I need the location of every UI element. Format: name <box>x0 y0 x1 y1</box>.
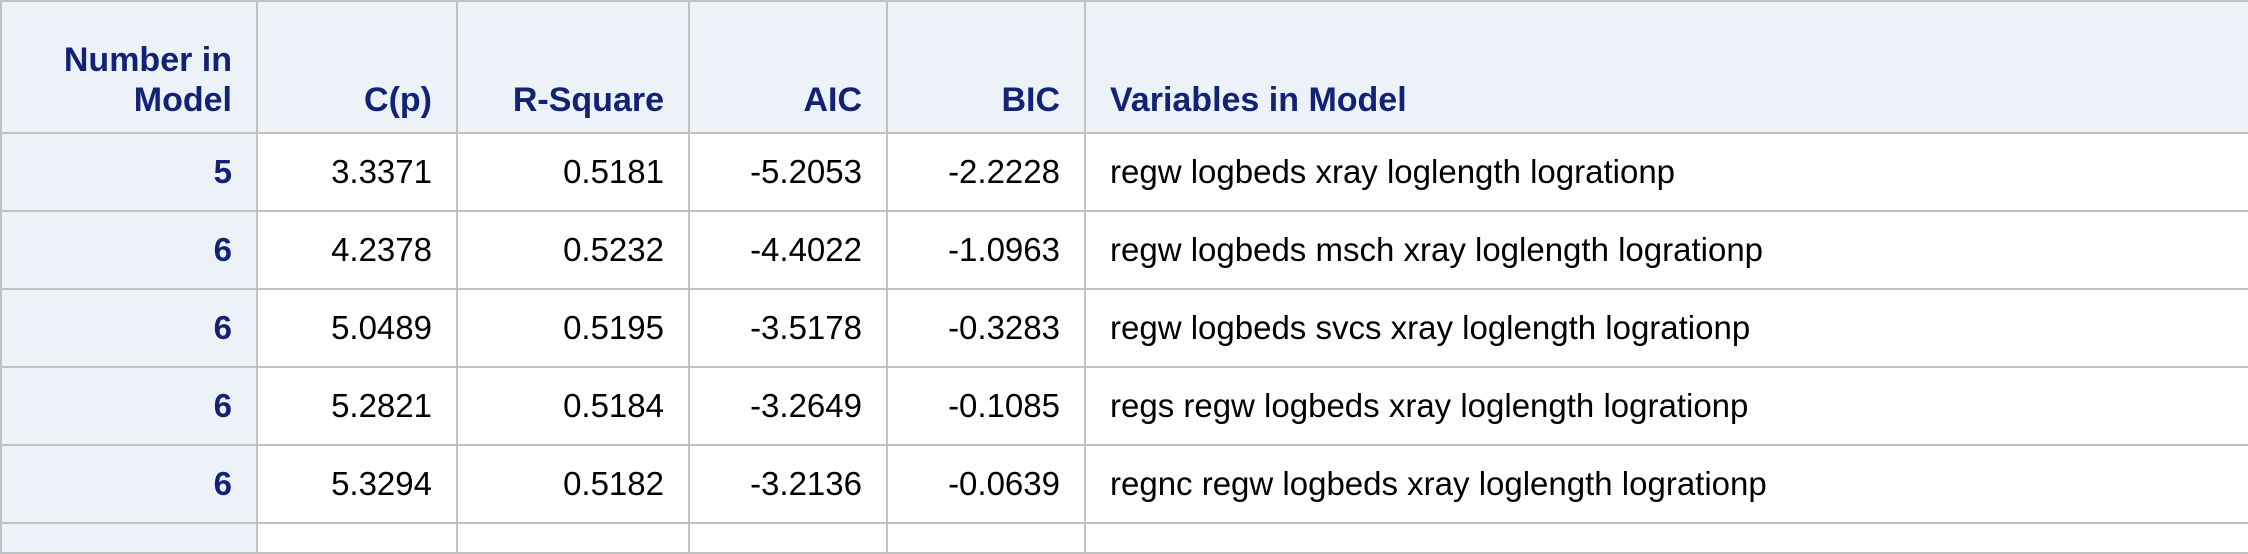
cell-empty <box>456 522 690 554</box>
cell-variables: regw logbeds xray loglength logrationp <box>1084 132 2248 212</box>
header-row: Number in Model C(p) R-Square AIC BIC Var… <box>0 0 2248 134</box>
table-row: 6 5.0489 0.5195 -3.5178 -0.3283 regw log… <box>0 288 2248 368</box>
cell-empty <box>1084 522 2248 554</box>
cell-rsquare: 0.5182 <box>456 444 690 524</box>
header-number-in-model: Number in Model <box>0 0 258 134</box>
header-variables-in-model: Variables in Model <box>1084 0 2248 134</box>
header-number-line2: Model <box>133 81 232 119</box>
cell-empty <box>688 522 888 554</box>
cell-cp: 5.3294 <box>256 444 458 524</box>
header-rsquare: R-Square <box>456 0 690 134</box>
cell-bic: -0.1085 <box>886 366 1086 446</box>
cell-bic: -1.0963 <box>886 210 1086 290</box>
table-body: 5 3.3371 0.5181 -5.2053 -2.2228 regw log… <box>0 132 2248 554</box>
cell-cp: 5.2821 <box>256 366 458 446</box>
table-row-partial <box>0 522 2248 554</box>
cell-aic: -3.5178 <box>688 288 888 368</box>
cell-rsquare: 0.5184 <box>456 366 690 446</box>
cell-variables: regs regw logbeds xray loglength lograti… <box>1084 366 2248 446</box>
cell-rsquare: 0.5232 <box>456 210 690 290</box>
cell-aic: -4.4022 <box>688 210 888 290</box>
table-row: 6 5.2821 0.5184 -3.2649 -0.1085 regs reg… <box>0 366 2248 446</box>
cell-empty <box>256 522 458 554</box>
cell-cp: 3.3371 <box>256 132 458 212</box>
table-header: Number in Model C(p) R-Square AIC BIC Var… <box>0 0 2248 134</box>
cell-aic: -3.2649 <box>688 366 888 446</box>
cell-variables: regw logbeds svcs xray loglength lograti… <box>1084 288 2248 368</box>
row-number-empty <box>0 522 258 554</box>
row-number: 6 <box>0 210 258 290</box>
header-cp: C(p) <box>256 0 458 134</box>
cell-bic: -0.0639 <box>886 444 1086 524</box>
cell-aic: -3.2136 <box>688 444 888 524</box>
table-row: 6 4.2378 0.5232 -4.4022 -1.0963 regw log… <box>0 210 2248 290</box>
table-row: 6 5.3294 0.5182 -3.2136 -0.0639 regnc re… <box>0 444 2248 524</box>
cell-bic: -0.3283 <box>886 288 1086 368</box>
cell-cp: 5.0489 <box>256 288 458 368</box>
cell-variables: regnc regw logbeds xray loglength lograt… <box>1084 444 2248 524</box>
header-number-line1: Number in <box>63 41 232 79</box>
row-number: 5 <box>0 132 258 212</box>
cell-aic: -5.2053 <box>688 132 888 212</box>
cell-variables: regw logbeds msch xray loglength lograti… <box>1084 210 2248 290</box>
row-number: 6 <box>0 366 258 446</box>
header-bic: BIC <box>886 0 1086 134</box>
cell-empty <box>886 522 1086 554</box>
cell-cp: 4.2378 <box>256 210 458 290</box>
cell-rsquare: 0.5181 <box>456 132 690 212</box>
header-aic: AIC <box>688 0 888 134</box>
row-number: 6 <box>0 288 258 368</box>
row-number: 6 <box>0 444 258 524</box>
table-row: 5 3.3371 0.5181 -5.2053 -2.2228 regw log… <box>0 132 2248 212</box>
cell-rsquare: 0.5195 <box>456 288 690 368</box>
cell-bic: -2.2228 <box>886 132 1086 212</box>
